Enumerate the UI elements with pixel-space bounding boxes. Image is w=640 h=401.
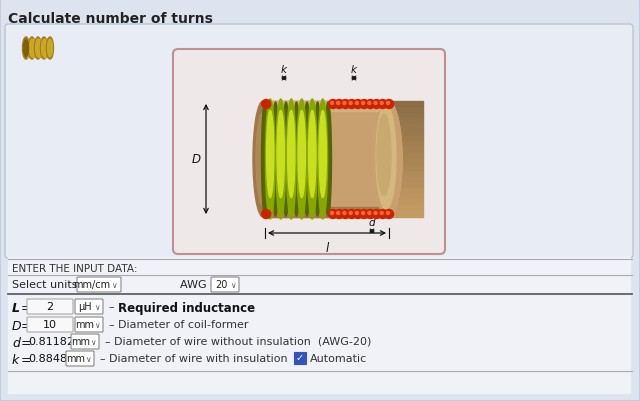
Text: 10: 10 <box>43 320 57 330</box>
Bar <box>263 194 423 200</box>
Text: Select units:: Select units: <box>12 279 81 289</box>
Circle shape <box>368 212 371 215</box>
Ellipse shape <box>29 38 35 60</box>
Circle shape <box>368 102 371 105</box>
FancyBboxPatch shape <box>77 277 121 292</box>
Bar <box>32 40 38 58</box>
Ellipse shape <box>42 40 47 58</box>
Ellipse shape <box>262 103 269 217</box>
Ellipse shape <box>40 38 47 60</box>
Ellipse shape <box>319 111 326 198</box>
Text: Diameter of wire without insulation  (AWG-20): Diameter of wire without insulation (AWG… <box>114 336 371 346</box>
Text: mm: mm <box>67 354 86 364</box>
Bar <box>263 136 423 142</box>
Ellipse shape <box>293 103 300 217</box>
Text: Required inductance: Required inductance <box>118 301 255 314</box>
Circle shape <box>387 102 390 105</box>
Ellipse shape <box>287 100 296 219</box>
Circle shape <box>366 210 375 219</box>
Bar <box>263 102 389 217</box>
FancyBboxPatch shape <box>71 334 99 349</box>
Ellipse shape <box>376 105 396 210</box>
Text: Automatic: Automatic <box>310 353 367 363</box>
Text: ENTER THE INPUT DATA:: ENTER THE INPUT DATA: <box>12 263 138 273</box>
Ellipse shape <box>297 100 307 219</box>
Text: d: d <box>369 217 375 227</box>
Bar <box>263 113 423 119</box>
Ellipse shape <box>307 100 317 219</box>
Text: =: = <box>21 336 31 349</box>
Ellipse shape <box>267 111 274 198</box>
Ellipse shape <box>29 40 35 58</box>
Bar <box>263 160 423 165</box>
Circle shape <box>374 212 377 215</box>
Circle shape <box>380 212 383 215</box>
FancyBboxPatch shape <box>27 299 73 314</box>
Text: k: k <box>281 65 287 75</box>
Ellipse shape <box>253 102 273 217</box>
Bar <box>263 212 423 217</box>
Ellipse shape <box>22 38 29 60</box>
Ellipse shape <box>324 103 332 217</box>
Circle shape <box>355 102 358 105</box>
Text: D: D <box>192 153 201 166</box>
Ellipse shape <box>24 40 29 58</box>
Circle shape <box>355 212 358 215</box>
Text: ∨: ∨ <box>90 337 96 346</box>
Ellipse shape <box>377 115 391 196</box>
Text: 0.811823: 0.811823 <box>28 336 81 346</box>
Circle shape <box>385 100 394 109</box>
Bar <box>263 142 423 148</box>
Circle shape <box>328 100 337 109</box>
Circle shape <box>330 102 333 105</box>
Circle shape <box>374 102 377 105</box>
Bar <box>263 165 423 171</box>
Bar <box>263 148 423 154</box>
Circle shape <box>347 210 356 219</box>
Circle shape <box>347 100 356 109</box>
Circle shape <box>335 210 344 219</box>
Text: –: – <box>108 319 114 329</box>
Text: ∨: ∨ <box>94 320 100 329</box>
Text: L: L <box>12 301 20 314</box>
Bar <box>263 125 423 131</box>
Text: 20: 20 <box>215 280 227 290</box>
Bar <box>263 177 423 183</box>
Text: l: l <box>325 241 328 254</box>
Bar <box>26 40 32 58</box>
Text: =: = <box>21 319 31 332</box>
Circle shape <box>343 102 346 105</box>
Circle shape <box>366 100 375 109</box>
Circle shape <box>360 210 369 219</box>
Text: AWG →: AWG → <box>180 279 220 289</box>
Ellipse shape <box>282 103 289 217</box>
Text: ✓: ✓ <box>296 352 303 363</box>
Bar <box>263 183 423 188</box>
Ellipse shape <box>374 102 402 217</box>
Bar <box>8 257 630 393</box>
Text: k: k <box>12 353 19 366</box>
Bar <box>263 154 423 160</box>
Text: –: – <box>108 301 114 311</box>
Text: 2: 2 <box>47 302 54 312</box>
Bar <box>38 40 44 58</box>
Ellipse shape <box>277 111 284 198</box>
FancyBboxPatch shape <box>27 317 73 332</box>
Circle shape <box>337 212 340 215</box>
Circle shape <box>353 100 362 109</box>
Text: 0.88488: 0.88488 <box>28 353 74 363</box>
FancyBboxPatch shape <box>294 352 305 364</box>
Bar <box>44 40 50 58</box>
Circle shape <box>262 100 271 109</box>
Ellipse shape <box>287 111 295 198</box>
Text: d: d <box>12 336 20 349</box>
Circle shape <box>362 212 365 215</box>
Ellipse shape <box>318 100 328 219</box>
Ellipse shape <box>35 40 40 58</box>
Ellipse shape <box>272 103 279 217</box>
Text: ∨: ∨ <box>85 354 91 363</box>
Ellipse shape <box>266 100 275 219</box>
FancyBboxPatch shape <box>211 277 239 292</box>
Ellipse shape <box>303 103 310 217</box>
